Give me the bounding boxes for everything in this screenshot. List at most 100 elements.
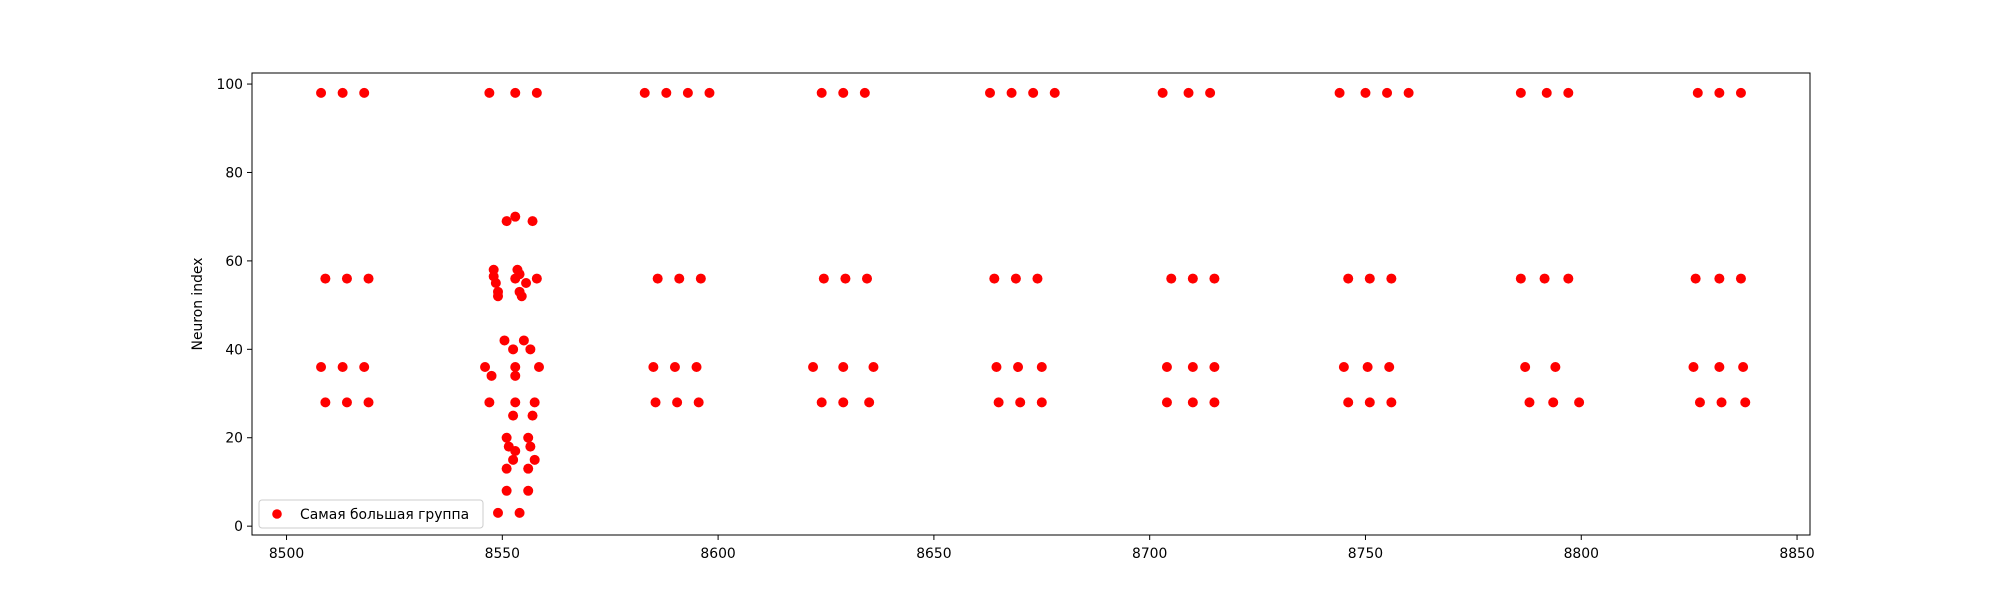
data-points (316, 87, 1751, 518)
data-point (510, 87, 521, 98)
data-point (1515, 273, 1526, 284)
data-point (1714, 87, 1725, 98)
data-point (693, 397, 704, 408)
data-point (648, 362, 659, 372)
data-point (862, 273, 872, 284)
data-point (510, 446, 521, 456)
data-point (529, 397, 540, 408)
data-point (337, 362, 348, 372)
data-point (501, 463, 512, 474)
data-point (1209, 273, 1220, 284)
data-point (1010, 273, 1021, 284)
data-point (534, 362, 544, 372)
data-point (1694, 397, 1705, 408)
data-point (363, 273, 374, 284)
data-point (816, 87, 827, 98)
data-point (818, 273, 829, 284)
data-point (1161, 397, 1172, 408)
data-point (1364, 273, 1375, 284)
data-point (1187, 273, 1198, 284)
data-point (1515, 87, 1526, 98)
x-tick-label: 8850 (1779, 546, 1814, 562)
data-point (1541, 87, 1552, 98)
data-point (838, 87, 849, 98)
data-point (838, 362, 849, 372)
data-point (840, 273, 851, 284)
data-point (523, 432, 534, 443)
data-point (1013, 362, 1024, 372)
data-point (1574, 397, 1585, 408)
data-point (523, 463, 534, 474)
data-point (1334, 87, 1345, 98)
data-point (672, 397, 683, 408)
plot-area-frame (251, 72, 1811, 536)
data-point (518, 335, 529, 346)
data-point (484, 87, 495, 98)
data-point (1550, 362, 1561, 372)
data-point (1524, 397, 1535, 408)
data-point (868, 362, 879, 372)
data-point (1688, 362, 1699, 372)
y-tick-label: 60 (225, 254, 243, 270)
data-point (985, 87, 995, 98)
data-point (501, 432, 512, 443)
data-point (661, 87, 672, 98)
x-tick-label: 8750 (1348, 546, 1383, 562)
data-point (1738, 362, 1749, 372)
data-point (1382, 87, 1393, 98)
data-point (337, 87, 348, 98)
data-point (490, 278, 501, 288)
data-point (527, 410, 538, 421)
data-point (1692, 87, 1703, 98)
data-point (808, 362, 819, 372)
data-point (1015, 397, 1026, 408)
data-point (508, 410, 519, 421)
data-point (1563, 87, 1574, 98)
data-point (639, 87, 650, 98)
data-point (691, 362, 702, 372)
data-point (1714, 273, 1725, 284)
data-point (359, 87, 370, 98)
data-point (1343, 397, 1354, 408)
data-point (993, 397, 1004, 408)
data-point (1384, 362, 1395, 372)
data-point (695, 273, 706, 284)
data-point (669, 362, 680, 372)
data-point (359, 362, 370, 372)
data-point (510, 370, 521, 381)
data-point (493, 507, 503, 518)
data-point (1209, 362, 1220, 372)
x-tick-label: 8800 (1564, 546, 1599, 562)
data-point (1735, 87, 1746, 98)
data-point (1362, 362, 1373, 372)
data-point (1539, 273, 1550, 284)
data-point (1209, 397, 1220, 408)
data-point (1006, 87, 1017, 98)
data-point (316, 87, 327, 98)
y-axis-label: Neuron index (190, 258, 206, 351)
data-point (516, 291, 527, 302)
data-point (484, 397, 495, 408)
data-point (682, 87, 693, 98)
data-point (510, 397, 521, 408)
data-point (529, 454, 540, 465)
y-tick-label: 0 (234, 519, 243, 535)
x-tick-label: 8550 (485, 546, 520, 562)
data-point (1386, 273, 1397, 284)
data-point (1183, 87, 1194, 98)
data-point (1338, 362, 1349, 372)
data-point (480, 362, 491, 372)
data-point (816, 397, 827, 408)
data-point (1714, 362, 1725, 372)
data-point (508, 454, 519, 465)
data-point (1205, 87, 1216, 98)
legend: Самая большая группа (258, 499, 484, 529)
data-point (510, 362, 521, 372)
data-point (1563, 273, 1574, 284)
data-point (1735, 273, 1746, 284)
data-point (1157, 87, 1168, 98)
legend-marker (272, 509, 282, 519)
y-tick-label: 100 (216, 77, 243, 93)
y-tick-label: 80 (225, 165, 243, 181)
data-point (531, 273, 542, 284)
